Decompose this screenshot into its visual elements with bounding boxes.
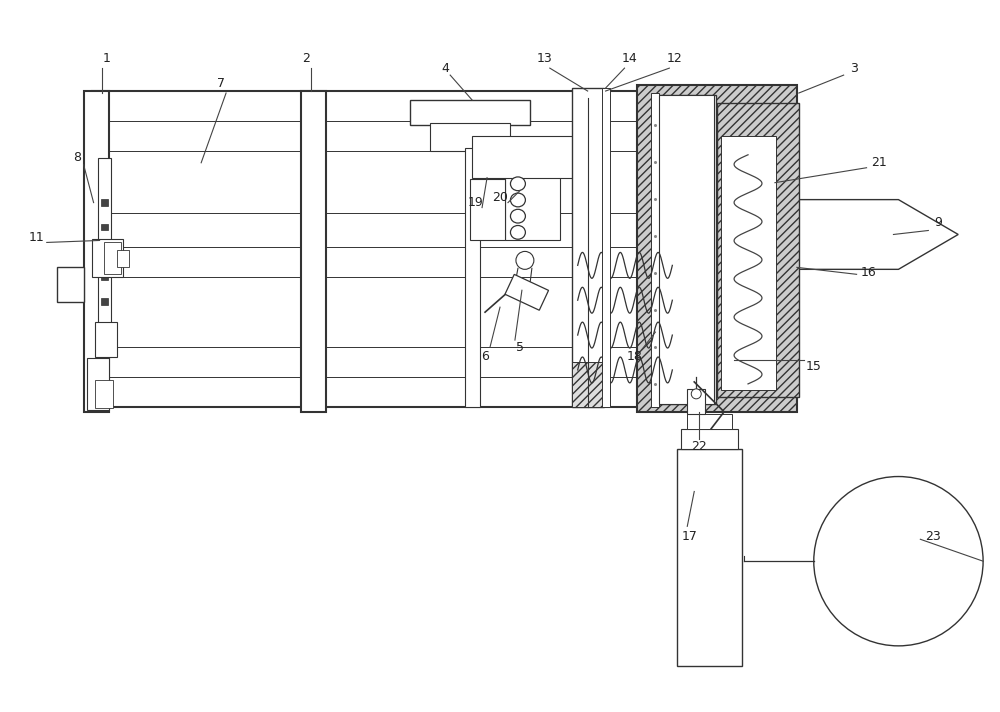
Bar — [101, 224, 108, 231]
Text: 11: 11 — [29, 231, 45, 244]
Text: 9: 9 — [934, 216, 942, 229]
Text: 2: 2 — [302, 52, 310, 65]
Bar — [87, 358, 109, 410]
Bar — [117, 251, 129, 267]
Bar — [717, 103, 799, 397]
Polygon shape — [794, 199, 958, 269]
Bar — [95, 380, 113, 408]
Text: 20: 20 — [492, 191, 508, 204]
Bar — [602, 88, 610, 407]
Bar — [101, 199, 108, 206]
Bar — [465, 148, 480, 407]
Ellipse shape — [510, 177, 525, 191]
Text: 12: 12 — [666, 52, 682, 65]
Bar — [104, 243, 121, 274]
Bar — [98, 158, 111, 357]
Bar — [472, 136, 587, 178]
Bar — [95, 322, 117, 357]
Text: 7: 7 — [217, 77, 225, 90]
Bar — [505, 274, 549, 310]
Text: 15: 15 — [806, 360, 822, 374]
Bar — [92, 239, 123, 277]
Bar — [677, 449, 742, 666]
Text: 3: 3 — [850, 62, 858, 75]
Bar — [659, 95, 714, 404]
Bar — [687, 389, 705, 414]
Text: 22: 22 — [691, 440, 707, 453]
Bar — [57, 267, 84, 302]
Text: 4: 4 — [441, 62, 449, 75]
Ellipse shape — [510, 193, 525, 207]
Bar — [687, 414, 732, 429]
Bar — [84, 91, 109, 412]
Bar — [301, 91, 326, 412]
Bar — [651, 93, 659, 407]
Bar — [572, 362, 604, 407]
Text: 1: 1 — [103, 52, 110, 65]
Ellipse shape — [510, 209, 525, 223]
Bar — [572, 88, 604, 407]
Bar — [637, 85, 797, 412]
Bar — [505, 166, 560, 241]
Text: 6: 6 — [481, 350, 489, 364]
Bar — [681, 429, 738, 449]
Text: 21: 21 — [871, 156, 886, 169]
Text: 14: 14 — [622, 52, 637, 65]
Bar — [410, 100, 530, 125]
Bar — [101, 273, 108, 281]
Text: 23: 23 — [925, 530, 941, 543]
Text: 16: 16 — [861, 266, 876, 279]
Bar — [101, 298, 108, 305]
Text: 8: 8 — [73, 151, 81, 164]
Bar — [101, 323, 108, 330]
Bar — [430, 123, 510, 151]
Text: 19: 19 — [467, 196, 483, 209]
Bar — [101, 248, 108, 256]
Ellipse shape — [510, 226, 525, 239]
Bar — [654, 95, 716, 404]
Circle shape — [516, 251, 534, 269]
Text: 18: 18 — [627, 350, 642, 364]
Bar — [721, 136, 776, 390]
Text: 13: 13 — [537, 52, 553, 65]
Text: 5: 5 — [516, 340, 524, 354]
Circle shape — [814, 476, 983, 646]
Text: 17: 17 — [681, 530, 697, 543]
Circle shape — [691, 389, 701, 399]
Bar — [470, 179, 505, 241]
